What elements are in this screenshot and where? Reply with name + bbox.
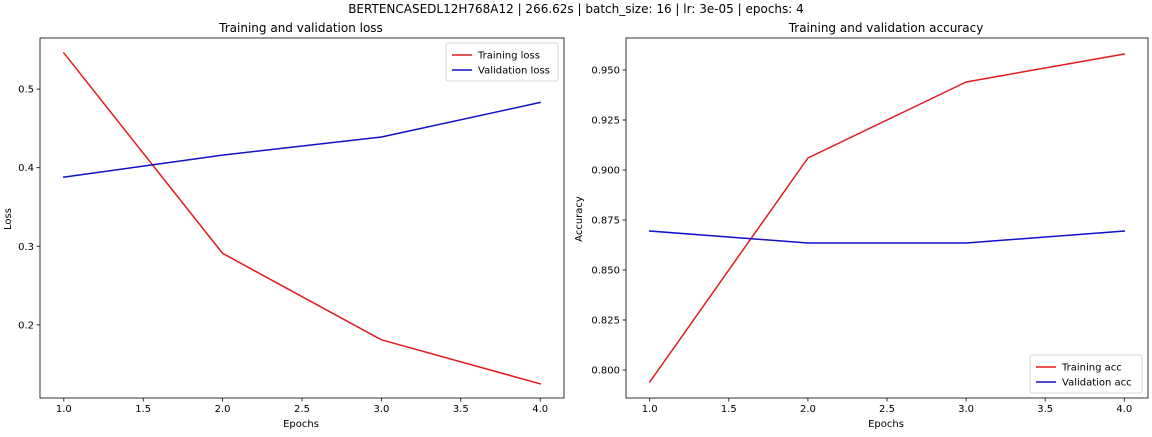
accuracy-x-tick-label: 3.0 bbox=[958, 404, 974, 415]
accuracy-y-tick-label: 0.900 bbox=[591, 166, 620, 177]
accuracy-legend: Training acc Validation acc bbox=[1029, 354, 1143, 394]
loss-y-tick-label: 0.5 bbox=[18, 85, 34, 96]
accuracy-x-tick-label: 1.0 bbox=[642, 404, 658, 415]
loss-chart-panel: Training and validation loss Epochs Loss… bbox=[3, 21, 565, 430]
accuracy-y-tick-label: 0.925 bbox=[591, 116, 620, 127]
figure-suptitle: BERTENCASEDL12H768A12 | 266.62s | batch_… bbox=[348, 2, 804, 16]
loss-x-tick-label: 3.5 bbox=[453, 404, 469, 415]
loss-x-tick-label: 4.0 bbox=[532, 404, 548, 415]
loss-x-tick-label: 2.0 bbox=[215, 404, 231, 415]
loss-x-tick-label: 2.5 bbox=[294, 404, 310, 415]
loss-y-tick-label: 0.2 bbox=[18, 320, 34, 331]
loss-x-tick-label: 3.0 bbox=[373, 404, 389, 415]
accuracy-y-tick-label: 0.950 bbox=[591, 66, 620, 77]
loss-x-tick-label: 1.5 bbox=[135, 404, 151, 415]
accuracy-x-tick-label: 4.0 bbox=[1116, 404, 1132, 415]
accuracy-legend-box bbox=[1029, 354, 1143, 394]
accuracy-plot-frame bbox=[625, 37, 1149, 399]
loss-series-line-training bbox=[62, 51, 542, 385]
accuracy-y-tick-label: 0.825 bbox=[591, 316, 620, 327]
loss-plot-frame bbox=[39, 37, 565, 399]
accuracy-legend-label-training: Training acc bbox=[1061, 363, 1122, 374]
loss-legend-box bbox=[445, 42, 559, 82]
accuracy-series-line-validation bbox=[648, 230, 1126, 244]
loss-y-tick-label: 0.3 bbox=[18, 242, 34, 253]
accuracy-chart-panel: Training and validation accuracy Epochs … bbox=[574, 21, 1149, 430]
loss-legend-label-validation: Validation loss bbox=[478, 66, 550, 77]
accuracy-series-line-training bbox=[648, 53, 1126, 384]
accuracy-chart-title: Training and validation accuracy bbox=[788, 21, 984, 35]
accuracy-x-axis-label: Epochs bbox=[868, 419, 904, 430]
accuracy-y-tick-label: 0.800 bbox=[591, 366, 620, 377]
accuracy-legend-label-validation: Validation acc bbox=[1062, 378, 1132, 389]
loss-y-axis-label: Loss bbox=[3, 208, 14, 230]
loss-series-line-validation bbox=[62, 101, 542, 178]
accuracy-x-tick-label: 2.5 bbox=[879, 404, 895, 415]
accuracy-x-tick-label: 3.5 bbox=[1037, 404, 1053, 415]
accuracy-x-tick-label: 2.0 bbox=[800, 404, 816, 415]
accuracy-y-tick-label: 0.850 bbox=[591, 266, 620, 277]
accuracy-y-tick-label: 0.875 bbox=[591, 216, 620, 227]
loss-y-tick-label: 0.4 bbox=[18, 163, 34, 174]
loss-legend-label-training: Training loss bbox=[477, 51, 540, 62]
accuracy-y-axis-label: Accuracy bbox=[574, 196, 585, 242]
loss-x-tick-label: 1.0 bbox=[56, 404, 72, 415]
loss-chart-title: Training and validation loss bbox=[218, 21, 383, 35]
loss-x-axis-label: Epochs bbox=[283, 419, 319, 430]
loss-legend: Training loss Validation loss bbox=[445, 42, 559, 82]
accuracy-x-tick-label: 1.5 bbox=[721, 404, 737, 415]
